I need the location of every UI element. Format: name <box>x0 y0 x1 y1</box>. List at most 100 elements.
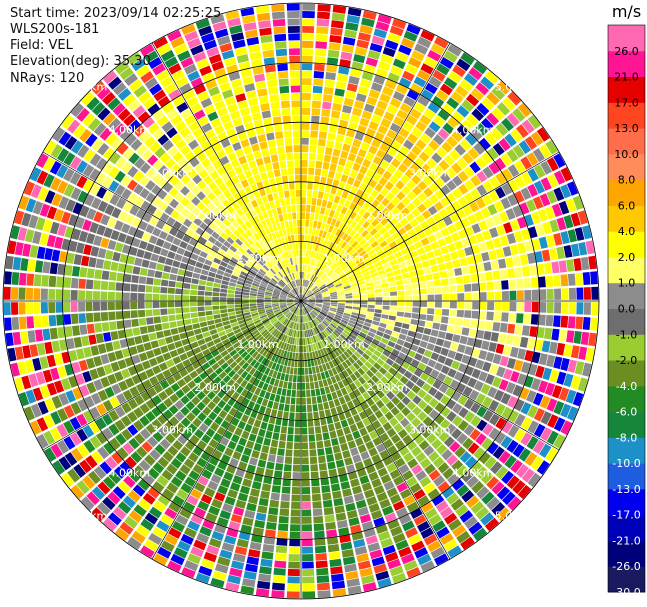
velocity-cell <box>11 317 20 331</box>
velocity-cell <box>33 274 42 287</box>
velocity-cell <box>182 428 193 439</box>
velocity-cell <box>321 394 328 403</box>
velocity-cell <box>164 533 179 546</box>
velocity-cell <box>212 570 227 581</box>
velocity-cell <box>72 265 81 277</box>
velocity-cell <box>252 282 260 288</box>
velocity-cell <box>324 266 331 274</box>
velocity-cell <box>115 433 127 446</box>
velocity-cell <box>330 407 338 416</box>
velocity-cell <box>276 56 288 64</box>
velocity-cell <box>427 170 439 181</box>
velocity-cell <box>227 308 235 313</box>
velocity-cell <box>97 389 109 402</box>
velocity-cell <box>142 379 153 390</box>
velocity-cell <box>294 234 298 242</box>
velocity-cell <box>238 359 246 367</box>
velocity-cell <box>117 501 132 514</box>
velocity-cell <box>152 301 160 309</box>
velocity-cell <box>456 157 468 170</box>
velocity-cell <box>558 329 568 342</box>
velocity-cell <box>249 338 257 346</box>
velocity-cell <box>403 30 418 42</box>
velocity-cell <box>235 331 243 338</box>
velocity-cell <box>25 389 37 404</box>
velocity-cell <box>454 240 464 250</box>
velocity-cell <box>198 423 209 433</box>
velocity-cell <box>387 319 396 326</box>
velocity-cell <box>356 235 364 243</box>
velocity-cell <box>581 225 592 240</box>
velocity-cell <box>282 342 288 350</box>
velocity-cell <box>247 176 256 186</box>
velocity-cell <box>244 407 253 416</box>
velocity-cell <box>423 267 432 275</box>
velocity-cell <box>150 340 160 349</box>
velocity-cell <box>333 398 341 407</box>
velocity-cell <box>301 412 307 420</box>
velocity-cell <box>481 152 493 165</box>
velocity-cell <box>122 442 135 455</box>
velocity-cell <box>331 202 338 211</box>
velocity-cell <box>398 513 412 525</box>
velocity-cell <box>197 306 205 312</box>
velocity-cell <box>315 298 323 301</box>
velocity-cell <box>324 208 331 216</box>
velocity-cell <box>434 230 444 240</box>
velocity-cell <box>385 358 394 366</box>
velocity-cell <box>97 481 111 495</box>
velocity-cell <box>244 283 252 288</box>
velocity-cell <box>202 264 211 271</box>
velocity-cell <box>271 346 278 354</box>
velocity-cell <box>410 234 420 244</box>
velocity-cell <box>152 227 162 237</box>
velocity-cell <box>449 285 457 293</box>
velocity-cell <box>278 515 289 524</box>
velocity-cell <box>318 282 325 288</box>
velocity-cell <box>265 521 277 530</box>
velocity-cell <box>492 270 501 280</box>
velocity-cell <box>391 231 401 240</box>
velocity-cell <box>378 366 388 376</box>
velocity-cell <box>489 461 503 475</box>
velocity-cell <box>291 501 301 509</box>
velocity-cell <box>301 390 306 398</box>
velocity-cell <box>307 234 312 243</box>
velocity-cell <box>287 303 295 307</box>
velocity-cell <box>375 193 385 203</box>
velocity-cell <box>46 206 58 220</box>
velocity-cell <box>183 282 191 289</box>
velocity-cell <box>295 242 299 250</box>
velocity-cell <box>315 303 323 306</box>
velocity-cell <box>470 188 481 200</box>
velocity-cell <box>148 357 158 367</box>
velocity-cell <box>277 71 289 79</box>
velocity-cell <box>25 287 34 300</box>
velocity-cell <box>165 336 174 344</box>
velocity-cell <box>294 160 301 168</box>
velocity-cell <box>446 492 460 505</box>
velocity-cell <box>332 103 342 112</box>
velocity-cell <box>313 515 324 524</box>
velocity-cell <box>338 412 346 421</box>
velocity-cell <box>418 439 430 451</box>
velocity-cell <box>512 255 522 267</box>
velocity-cell <box>421 209 432 220</box>
velocity-cell <box>397 366 407 375</box>
velocity-cell <box>298 323 300 331</box>
velocity-cell <box>154 270 163 279</box>
velocity-cell <box>201 362 211 371</box>
velocity-cell <box>188 335 197 344</box>
velocity-cell <box>478 311 487 320</box>
velocity-cell <box>442 122 455 135</box>
velocity-cell <box>296 323 299 331</box>
velocity-cell <box>311 228 317 236</box>
velocity-cell <box>205 310 213 316</box>
velocity-cell <box>230 560 245 570</box>
velocity-cell <box>447 368 457 378</box>
velocity-cell <box>257 355 265 363</box>
velocity-cell <box>553 356 563 370</box>
velocity-cell <box>302 63 313 71</box>
velocity-cell <box>367 293 375 298</box>
velocity-cell <box>228 282 237 287</box>
